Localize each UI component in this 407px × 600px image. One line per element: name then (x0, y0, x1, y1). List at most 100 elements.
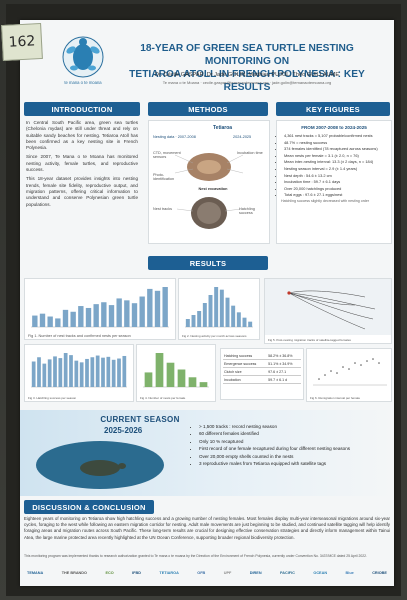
key-figure-item-4: Mean nests per female = 3.1 (± 2.0, n = … (284, 153, 388, 158)
bar-23 (154, 290, 161, 327)
methods-header: METHODS (148, 102, 268, 116)
bar-19 (124, 300, 130, 327)
chart-6: Fig 6. Remigration interval per female (306, 348, 392, 402)
bar-5 (188, 377, 197, 387)
poster: te mana o te moana 18-YEAR OF GREEN SEA … (20, 20, 394, 586)
bar-J (185, 319, 190, 327)
table-cell: 59.7 ± 6.1 d (267, 375, 301, 384)
bar-14 (85, 307, 92, 327)
partner-logo: ECO (105, 571, 114, 575)
methods-place: Tetiaroa (213, 125, 233, 131)
season-item-2: 60 different females identified (199, 431, 394, 437)
bar-08 (39, 313, 46, 327)
funding-note: This monitoring program was implemented … (24, 554, 367, 558)
season-item-1: > 1,500 tracks : record nesting season (199, 424, 394, 430)
caption-fig-6: Fig 6. Remigration interval per female (310, 396, 361, 400)
season-item-4: First record of one female recaptured du… (199, 446, 394, 452)
affiliation: Te mana o te Moana · cecile.gaspar@teman… (162, 80, 332, 85)
bar-A (202, 303, 207, 327)
current-season-header: CURRENT SEASON (100, 414, 180, 424)
bar-23 (117, 358, 121, 387)
table-row: Emergence success 51.1% ± 34.9% (223, 359, 301, 368)
table-cell: Clutch size (223, 367, 268, 376)
bar-S (231, 305, 236, 327)
table-cell: Hatching success (223, 352, 268, 360)
bar-07 (32, 315, 38, 327)
key-figure-item-8: Incubation time : 59.7 ± 6.1 days (284, 179, 388, 184)
intro-paragraph-3: This 18-year dataset provides insights i… (26, 176, 138, 207)
bar-22 (111, 359, 116, 387)
key-figure-item-3: 374 females identified (78 recaptured ac… (284, 146, 388, 151)
bar-08 (37, 357, 41, 387)
chart-3: Fig 3. Hatchling success per season (24, 344, 134, 402)
conclusion-text: Eighteen years of monitoring on Tetiaroa… (24, 516, 390, 540)
scatter-remigration (313, 358, 387, 386)
bar-F (191, 315, 196, 327)
partner-logo: OFB (197, 571, 206, 575)
bar-17 (85, 358, 89, 387)
key-figure-item-9: Over 20,000 hatchlings produced (284, 186, 388, 191)
season-item-3: Only 10 % recaptured (199, 439, 394, 445)
bar-6 (199, 382, 208, 387)
partner-logos: TEMANA THE BRANDO ECO IFBD TETIAROA OFB UPF DIR… (24, 564, 390, 582)
logo-caption: te mana o te moana (64, 80, 102, 85)
bar-4 (177, 369, 186, 387)
bar-18 (90, 357, 95, 387)
table-cell: 58.2% ± 36.8% (267, 352, 301, 360)
bar-N (242, 317, 247, 327)
table-row: Clutch size 97.6 ± 27.1 (223, 367, 301, 376)
key-figures-footnote: Hatchling success slightly decreased wit… (281, 198, 370, 203)
title-line-1: 18-YEAR OF GREEN SEA TURTLE NESTING MONI… (140, 43, 354, 67)
bar-2 (155, 353, 164, 387)
season-list: > 1,500 tracks : record nesting season60… (192, 424, 394, 468)
partner-logo: TEMANA (27, 571, 44, 575)
methods-season-b: 2024-2025 (233, 135, 252, 139)
key-figure-item-7: Nest depth : 54.6 ± 13.2 cm (284, 173, 388, 178)
table-cell: 51.1% ± 34.9% (267, 359, 301, 368)
bar-J (219, 289, 224, 327)
key-figure-item-1: 4,361 nest tracks = 5,107 probable/confi… (284, 133, 388, 138)
method-label-6: Incubation time (237, 151, 263, 155)
methods-season-a: Nesting data · 2007-2008 (153, 135, 196, 139)
partner-logo: PACIFIC (280, 571, 295, 575)
map-migration: Fig 5. Post-nesting migration tracks of … (264, 278, 392, 344)
turtle-photo (36, 441, 164, 489)
table-cell: Emergence success (223, 359, 268, 368)
bar-09 (47, 316, 53, 327)
bar-09 (42, 363, 47, 387)
season-item-5: Over 20,000 empty shells counted in the … (199, 454, 394, 460)
partner-logo: UPF (223, 571, 232, 575)
season-years: 2025-2026 (104, 426, 143, 435)
bar-13 (63, 353, 68, 387)
chart-4: Fig 4. Number of nests per female (136, 344, 216, 402)
bar-15 (93, 304, 99, 327)
bar-M (208, 295, 213, 327)
methods-diagram: Tetiaroa Nesting data · 2007-2008 2024-2… (148, 120, 270, 244)
bar-10 (47, 359, 52, 387)
turtle-logo-icon: te mana o te moana (62, 36, 104, 85)
migration-map (265, 279, 391, 335)
caption-fig-4: Fig 4. Number of nests per female (140, 396, 186, 400)
key-figure-item-2: 48.7% = nesting success (284, 140, 388, 145)
caption-fig-5: Fig 5. Post-nesting migration tracks of … (268, 338, 351, 342)
partner-logo: THE BRANDO (61, 571, 87, 575)
bar-10 (55, 318, 61, 327)
partner-logo: CRIOBE (372, 571, 387, 575)
key-figures-heading: FROM 2007-2008 to 2024-2025 (301, 125, 367, 130)
bar-07 (31, 361, 36, 387)
key-figures-box: FROM 2007-2008 to 2024-2025 4,361 nest t… (276, 120, 392, 244)
bar-20 (131, 303, 138, 327)
key-figures-list: 4,361 nest tracks = 5,107 probable/confi… (277, 133, 391, 198)
methods-illustrations (174, 153, 244, 229)
partner-logo: TETIAROA (159, 571, 179, 575)
bar-22 (147, 288, 153, 327)
method-label-1: CTD, movement sensors (153, 151, 181, 159)
authors: Dr. Cécile GASPAR, Dr Jade GOLIN, Matthi… (154, 72, 340, 78)
results-table: Hatching success 58.2% ± 36.8% Emergence s… (220, 348, 304, 400)
chart-1: Fig 1. Number of nest tracks and confirm… (24, 278, 176, 340)
method-label-2: Photo-identification (153, 173, 175, 181)
bar-1 (144, 372, 153, 387)
bar-21 (106, 356, 111, 387)
poster-title: 18-YEAR OF GREEN SEA TURTLE NESTING MONI… (106, 42, 388, 94)
table-cell: 97.6 ± 27.1 (267, 367, 301, 376)
